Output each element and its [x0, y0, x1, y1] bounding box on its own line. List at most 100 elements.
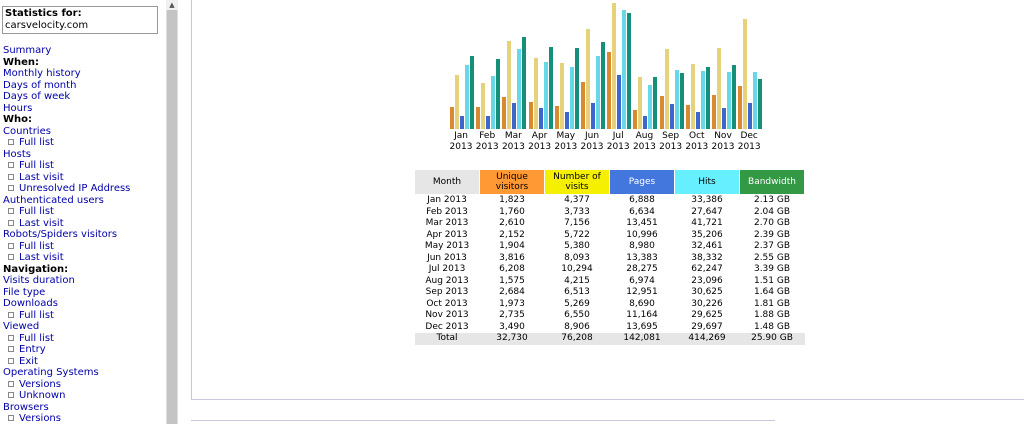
table-cell: Nov 2013: [425, 310, 469, 320]
nav-viewed[interactable]: Viewed: [3, 321, 166, 333]
sublist-bullet-icon: [8, 139, 14, 145]
chart-month-year: 2013: [606, 142, 630, 152]
chart-bar: [643, 115, 648, 129]
table-row: Aug 2013 1,575 4,215 6,974 23,096 1.51 GB: [415, 276, 805, 288]
chart-month-year: 2013: [580, 142, 604, 152]
chart-bar: [674, 70, 679, 129]
chart-bar: [502, 96, 507, 129]
table-cell: Jul 2013: [428, 264, 466, 274]
chart-month-label: May 2013: [551, 131, 581, 153]
chart-month-label: Aug 2013: [629, 131, 659, 153]
nav-auth-last-visit-label: Last visit: [19, 217, 64, 229]
sublist-bullet-icon: [8, 173, 14, 180]
nav-auth-last-visit[interactable]: Last visit: [3, 218, 166, 230]
chart-bar: [717, 48, 721, 129]
nav-header-navigation: Navigation:: [3, 264, 166, 276]
sublist-bullet-icon: [8, 392, 14, 398]
nav-os-versions[interactable]: Versions: [3, 379, 166, 391]
nav-summary[interactable]: Summary: [3, 45, 166, 57]
nav-browsers-versions[interactable]: Versions: [3, 413, 166, 425]
nav-countries-full-list[interactable]: Full list: [3, 137, 166, 149]
nav-viewed-entry-label: Entry: [19, 344, 46, 355]
chart-bar: [612, 3, 617, 129]
table-cell: 10,294: [561, 264, 593, 274]
nav-os-unknown[interactable]: Unknown: [3, 390, 166, 402]
nav-hosts-full-list[interactable]: Full list: [3, 160, 166, 172]
table-cell: Oct 2013: [426, 298, 468, 309]
table-cell: 8,690: [629, 298, 655, 309]
nav-monthly-history[interactable]: Monthly history: [3, 68, 166, 80]
nav-days-of-week[interactable]: Days of week: [3, 91, 166, 103]
nav-authenticated-users-label: Authenticated users: [3, 194, 104, 206]
table-row: Sep 2013 2,684 6,513 12,951 30,625 1.64 GB: [415, 287, 805, 299]
nav-hosts-last-visit[interactable]: Last visit: [3, 172, 166, 184]
table-cell: 2.70 GB: [753, 218, 791, 228]
nav-countries[interactable]: Countries: [3, 126, 166, 138]
table-total-cell: 142,081: [609, 333, 675, 345]
table-cell: Sep 2013: [425, 287, 469, 297]
table-cell: Jan 2013: [427, 195, 467, 205]
table-row: Apr 2013 2,152 5,722 10,996 35,206 2.39 GB: [415, 230, 805, 242]
chart-bar: [679, 73, 684, 129]
chart-bar: [559, 62, 564, 129]
table-cell: 1,575: [499, 275, 525, 286]
table-row: Nov 2013 2,735 6,550 11,164 29,625 1.88 GB: [415, 310, 805, 322]
nav-file-type[interactable]: File type: [3, 287, 166, 299]
chart-bar: [481, 82, 486, 129]
table-cell: 2.55 GB: [753, 252, 791, 263]
nav-viewed-full-list[interactable]: Full list: [3, 333, 166, 345]
nav-header-when: When:: [3, 57, 166, 69]
nav-viewed-entry[interactable]: Entry: [3, 344, 166, 356]
nav-robots-last-visit[interactable]: Last visit: [3, 252, 166, 264]
nav-downloads[interactable]: Downloads: [3, 298, 166, 310]
nav-operating-systems-label: Operating Systems: [3, 367, 99, 378]
table-cell: 5,380: [564, 241, 590, 251]
table-cell: 6,513: [564, 287, 590, 297]
chart-bar: [664, 48, 669, 129]
nav-downloads-full-list[interactable]: Full list: [3, 310, 166, 322]
table-cell: 13,451: [626, 218, 658, 228]
nav-hours[interactable]: Hours: [3, 103, 166, 115]
nav-hosts-unresolved-ip[interactable]: Unresolved IP Address: [3, 183, 166, 195]
table-cell: 8,906: [564, 321, 590, 332]
sublist-bullet-icon: [8, 311, 14, 318]
chart-bar: [569, 66, 574, 129]
nav-robots-full-list[interactable]: Full list: [3, 241, 166, 253]
table-cell: Feb 2013: [426, 206, 468, 217]
chart-bar: [722, 107, 726, 129]
scroll-thumb[interactable]: [167, 10, 177, 424]
statistics-box: Statistics for: carsvelocity.com: [2, 6, 158, 34]
chart-bar: [727, 72, 731, 129]
table-cell: 2,610: [499, 218, 525, 228]
table-header-bandwidth: Bandwidth: [739, 169, 805, 195]
nav-robots[interactable]: Robots/Spiders visitors: [3, 229, 166, 241]
chart-month-name: Dec: [740, 131, 758, 141]
table-cell: 1,973: [499, 298, 525, 309]
chart-bar: [690, 64, 695, 129]
nav-viewed-exit[interactable]: Exit: [3, 356, 166, 368]
nav-hosts[interactable]: Hosts: [3, 149, 166, 161]
nav-operating-systems[interactable]: Operating Systems: [3, 367, 166, 379]
table-header-month: Month: [414, 169, 480, 195]
chart-month-label: Sep 2013: [656, 131, 686, 153]
sidebar-scrollbar[interactable]: ▲: [166, 0, 178, 424]
nav-browsers[interactable]: Browsers: [3, 402, 166, 414]
nav-visits-duration[interactable]: Visits duration: [3, 275, 166, 287]
scroll-up-arrow-icon[interactable]: ▲: [166, 0, 178, 10]
statistics-domain: carsvelocity.com: [5, 20, 89, 31]
table-total-cell: Total: [414, 333, 480, 345]
nav-authenticated-users[interactable]: Authenticated users: [3, 195, 166, 207]
chart-month-name: Feb: [479, 131, 496, 141]
table-cell: 3.39 GB: [753, 264, 791, 274]
nav-days-of-month[interactable]: Days of month: [3, 80, 166, 92]
table-cell: 1,904: [499, 241, 525, 251]
table-cell: 13,695: [626, 321, 658, 332]
table-cell: 38,332: [691, 252, 723, 263]
chart-bar: [574, 48, 579, 129]
table-cell: 4,377: [564, 195, 590, 205]
nav-auth-full-list[interactable]: Full list: [3, 206, 166, 218]
table-cell: 27,647: [691, 206, 723, 217]
table-total-cell: 414,269: [674, 333, 740, 345]
chart-bar: [695, 112, 700, 129]
chart-month-label: Feb 2013: [472, 131, 502, 153]
